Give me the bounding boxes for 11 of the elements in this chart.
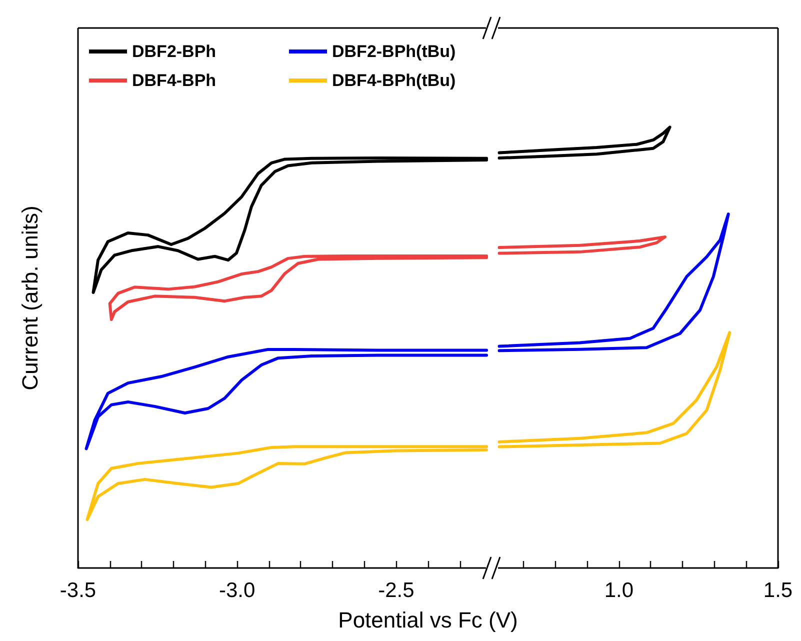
x-axis-title: Potential vs Fc (V) <box>338 608 518 632</box>
legend-label: DBF4-BPh <box>132 71 216 90</box>
x-tick-label: 1.0 <box>604 579 634 602</box>
y-axis-title: Current (arb. units) <box>18 206 42 390</box>
x-tick-label: -3.5 <box>60 579 96 602</box>
x-tick-label: -3.0 <box>218 579 256 602</box>
legend-label: DBF2-BPh(tBu) <box>332 42 456 61</box>
x-tick-label: 1.5 <box>763 579 793 602</box>
legend-label: DBF4-BPh(tBu) <box>332 71 456 90</box>
legend-label: DBF2-BPh <box>132 42 216 61</box>
x-tick-label: -2.5 <box>378 579 414 602</box>
